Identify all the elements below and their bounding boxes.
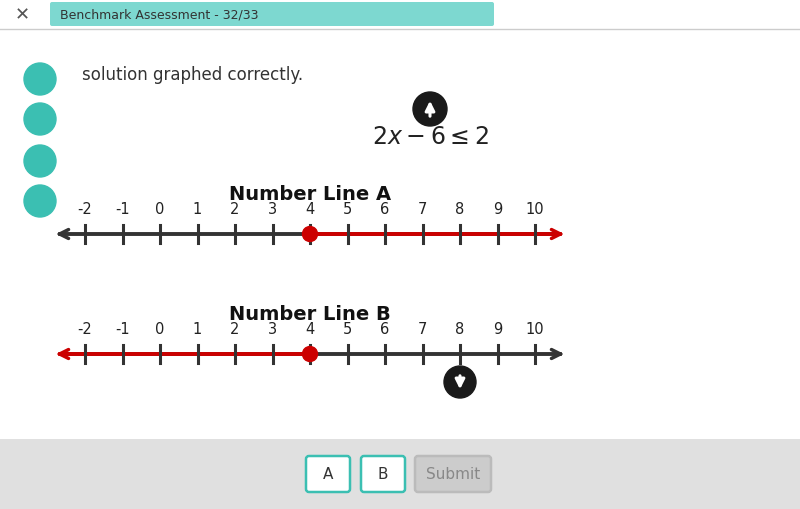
Text: -2: -2 <box>78 202 92 216</box>
Text: $2x - 6 \leq 2$: $2x - 6 \leq 2$ <box>372 126 488 149</box>
Text: -2: -2 <box>78 321 92 336</box>
Text: 8: 8 <box>455 202 465 216</box>
FancyBboxPatch shape <box>0 439 800 509</box>
Text: 0: 0 <box>155 202 165 216</box>
FancyBboxPatch shape <box>415 456 491 492</box>
Text: Number Line B: Number Line B <box>229 305 391 324</box>
Text: Benchmark Assessment - 32/33: Benchmark Assessment - 32/33 <box>60 9 258 21</box>
Text: 5: 5 <box>343 321 352 336</box>
Text: ✕: ✕ <box>14 6 30 24</box>
Text: 1: 1 <box>193 202 202 216</box>
Text: 2: 2 <box>230 202 240 216</box>
Text: 9: 9 <box>493 321 502 336</box>
Text: 1: 1 <box>193 321 202 336</box>
FancyBboxPatch shape <box>306 456 350 492</box>
Text: 10: 10 <box>526 321 544 336</box>
Circle shape <box>24 64 56 96</box>
Circle shape <box>24 146 56 178</box>
Text: 5: 5 <box>343 202 352 216</box>
Text: 0: 0 <box>155 321 165 336</box>
Text: 10: 10 <box>526 202 544 216</box>
FancyBboxPatch shape <box>361 456 405 492</box>
Text: Submit: Submit <box>426 467 480 482</box>
Circle shape <box>302 347 318 362</box>
Text: 8: 8 <box>455 321 465 336</box>
Text: 6: 6 <box>380 202 390 216</box>
Circle shape <box>413 93 447 127</box>
Text: Number Line A: Number Line A <box>229 185 391 204</box>
Text: 9: 9 <box>493 202 502 216</box>
Text: A: A <box>323 467 333 482</box>
Text: B: B <box>378 467 388 482</box>
Text: 4: 4 <box>306 202 314 216</box>
Text: -1: -1 <box>115 321 130 336</box>
Text: 6: 6 <box>380 321 390 336</box>
FancyBboxPatch shape <box>50 3 494 27</box>
Text: -1: -1 <box>115 202 130 216</box>
Circle shape <box>24 186 56 217</box>
Text: 7: 7 <box>418 202 427 216</box>
Text: 3: 3 <box>268 321 277 336</box>
Text: 2: 2 <box>230 321 240 336</box>
Text: 7: 7 <box>418 321 427 336</box>
Text: 4: 4 <box>306 321 314 336</box>
Circle shape <box>444 366 476 398</box>
Text: solution graphed correctly.: solution graphed correctly. <box>82 66 303 84</box>
Circle shape <box>302 227 318 242</box>
Circle shape <box>24 104 56 136</box>
Text: 3: 3 <box>268 202 277 216</box>
